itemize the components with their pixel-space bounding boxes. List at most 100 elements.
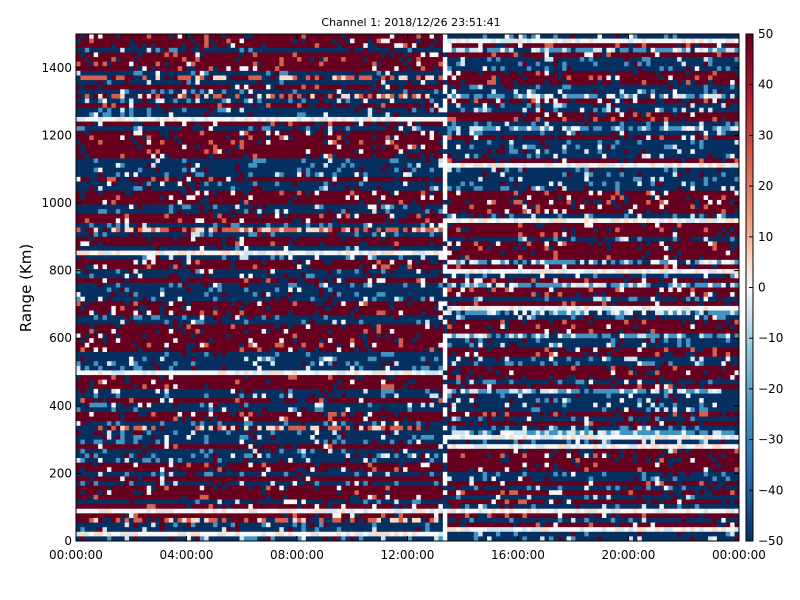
heatmap-cell [567,117,572,122]
heatmap-cell [89,71,94,76]
heatmap-cell [465,75,470,80]
heatmap-cell [527,181,532,186]
heatmap-cell [540,34,545,39]
heatmap-cell [668,103,673,108]
heatmap-cell [390,48,395,53]
heatmap-cell [372,62,377,67]
heatmap-cell [545,43,550,48]
heatmap-cell [217,108,222,113]
heatmap-cell [438,122,443,127]
heatmap-cell [651,52,656,57]
heatmap-cell [461,117,466,122]
heatmap-cell [169,108,174,113]
heatmap-cell [235,103,240,108]
heatmap-cell [204,149,209,154]
heatmap-cell [266,39,271,44]
heatmap-cell [456,154,461,159]
heatmap-cell [346,122,351,127]
heatmap-cell [567,149,572,154]
heatmap-cell [562,122,567,127]
heatmap-cell [629,99,634,104]
heatmap-cell [589,52,594,57]
heatmap-cell [443,117,448,122]
heatmap-cell [527,112,532,117]
heatmap-cell [717,168,722,173]
heatmap-cell [191,85,196,90]
heatmap-cell [315,43,320,48]
heatmap-cell [717,149,722,154]
heatmap-cell [372,43,377,48]
heatmap-cell [712,80,717,85]
heatmap-cell [677,52,682,57]
heatmap-cell [606,131,611,136]
heatmap-cell [509,163,514,168]
heatmap-cell [297,135,302,140]
heatmap-cell [651,75,656,80]
heatmap-cell [187,94,192,99]
heatmap-cell [381,172,386,177]
heatmap-cell [94,117,99,122]
heatmap-cell [695,94,700,99]
heatmap-cell [487,117,492,122]
heatmap-cell [107,43,112,48]
heatmap-cell [571,52,576,57]
heatmap-cell [346,48,351,53]
heatmap-cell [248,168,253,173]
heatmap-cell [474,85,479,90]
heatmap-cell [438,172,443,177]
heatmap-cell [354,34,359,39]
heatmap-cell [191,52,196,57]
heatmap-cell [354,99,359,104]
heatmap-cell [474,62,479,67]
heatmap-cell [575,131,580,136]
heatmap-cell [474,34,479,39]
heatmap-cell [169,154,174,159]
heatmap-cell [531,117,536,122]
heatmap-cell [310,99,315,104]
heatmap-cell [483,57,488,62]
heatmap-cell [447,48,452,53]
heatmap-cell [297,80,302,85]
heatmap-cell [408,140,413,145]
heatmap-cell [306,52,311,57]
heatmap-cell [708,140,713,145]
heatmap-cell [416,112,421,117]
heatmap-cell [412,62,417,67]
heatmap-cell [629,43,634,48]
heatmap-cell [602,57,607,62]
heatmap-cell [469,48,474,53]
heatmap-cell [107,145,112,150]
heatmap-cell [125,131,130,136]
heatmap-cell [412,48,417,53]
heatmap-cell [425,103,430,108]
heatmap-cell [240,168,245,173]
heatmap-cell [461,99,466,104]
heatmap-cell [562,103,567,108]
heatmap-cell [240,122,245,127]
heatmap-cell [262,140,267,145]
heatmap-cell [76,108,81,113]
heatmap-cell [416,117,421,122]
heatmap-cell [133,158,138,163]
heatmap-cell [350,57,355,62]
heatmap-cell [465,80,470,85]
heatmap-cell [178,168,183,173]
heatmap-cell [668,89,673,94]
heatmap-cell [107,89,112,94]
heatmap-cell [712,103,717,108]
heatmap-cell [262,94,267,99]
heatmap-cell [306,103,311,108]
heatmap-cell [483,163,488,168]
heatmap-cell [522,94,527,99]
heatmap-cell [284,57,289,62]
heatmap-cell [89,85,94,90]
heatmap-cell [421,66,426,71]
heatmap-cell [341,34,346,39]
heatmap-cell [204,172,209,177]
heatmap-cell [421,57,426,62]
heatmap-cell [575,112,580,117]
heatmap-cell [178,181,183,186]
heatmap-cell [589,131,594,136]
heatmap-cell [80,80,85,85]
heatmap-cell [642,62,647,67]
